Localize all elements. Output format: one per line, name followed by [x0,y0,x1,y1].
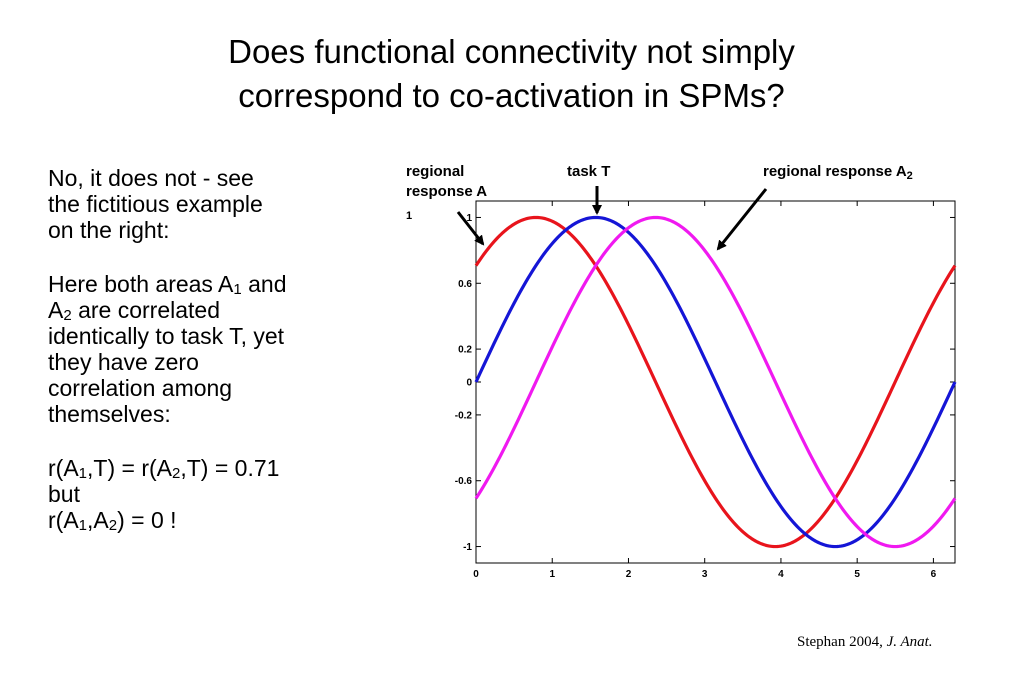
y-tick-label: 0.2 [458,345,472,356]
intro-line-1: No, it does not - see [48,165,254,191]
chart-axes: 0 1 2 3 4 5 6 1 0.6 0.2 0 -0.2 -0.6 -1 [455,200,956,580]
x-tick-label: 6 [931,569,937,580]
slide-title: Does functional connectivity not simply … [0,30,1023,118]
citation: Stephan 2004, J. Anat. [797,634,933,650]
explanation-line-1: Here both areas A1 and [48,271,287,298]
title-line-1: Does functional connectivity not simply [228,33,795,70]
explanation-line-6: themselves: [48,401,171,427]
intro-line-3: on the right: [48,217,170,243]
x-tick-label: 0 [473,569,479,580]
y-tick-label: 0.6 [458,279,472,290]
label-task-t: task T [567,163,611,180]
paragraph-correlations: r(A1,T) = r(A2,T) = 0.71 but r(A1,A2) = … [48,455,378,533]
chart-series [474,215,957,549]
explanation-line-3: identically to task T, yet [48,323,285,349]
x-tick-label: 5 [854,569,860,580]
label-arrows [456,186,768,251]
correlation-line-1: r(A1,T) = r(A2,T) = 0.71 [48,455,280,482]
arrow-regional-response-a2 [716,188,768,251]
explanation-line-2: A2 are correlated [48,297,220,324]
arrow-regional-response-a1 [456,211,485,246]
x-tick-label: 4 [778,569,784,580]
body-text: No, it does not - see the fictitious exa… [48,165,378,533]
y-tick-label: -1 [463,542,472,553]
correlation-line-3: r(A1,A2) = 0 ! [48,507,177,534]
series-line-task-t [474,215,957,549]
paragraph-explanation: Here both areas A1 and A2 are correlated… [48,271,378,427]
x-tick-label: 2 [626,569,632,580]
series-line-regional-response-a1 [474,215,957,549]
label-regional-response-a2: regional response A2 [763,163,913,182]
explanation-line-5: correlation among [48,375,233,401]
y-tick-label: -0.2 [455,410,473,421]
intro-line-2: the fictitious example [48,191,263,217]
title-line-2: correspond to co-activation in SPMs? [238,77,785,114]
series-line-regional-response-a2 [474,215,957,549]
x-tick-label: 1 [549,569,555,580]
x-tick-label: 3 [702,569,708,580]
correlation-line-2: but [48,481,80,507]
y-tick-label: 1 [466,213,472,224]
paragraph-intro: No, it does not - see the fictitious exa… [48,165,378,243]
y-tick-label: -0.6 [455,476,473,487]
y-tick-label: 0 [466,378,472,389]
explanation-line-4: they have zero [48,349,199,375]
